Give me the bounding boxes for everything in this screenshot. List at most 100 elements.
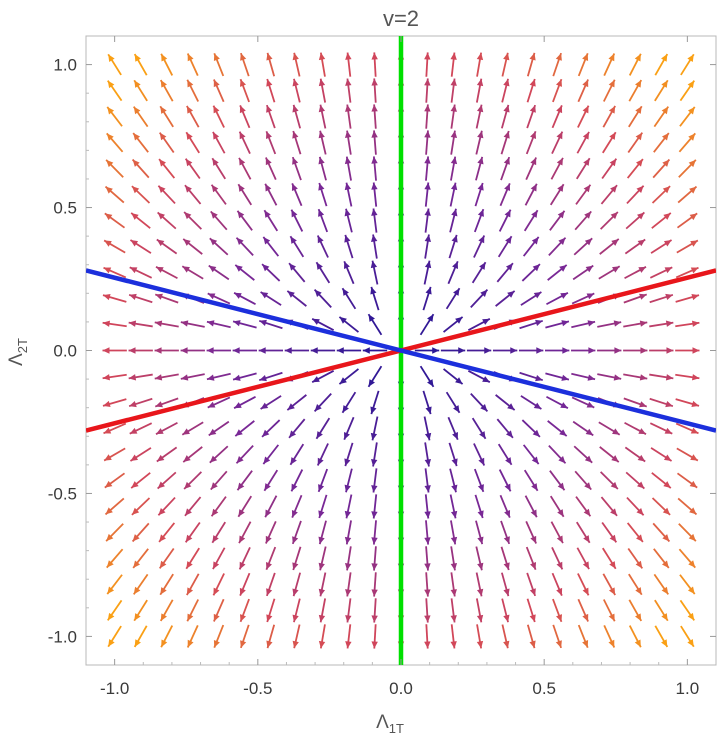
stream-arrowhead: [207, 401, 216, 408]
stream-arrowhead: [477, 130, 484, 139]
stream-arrowhead: [531, 236, 539, 245]
stream-arrowhead: [210, 211, 218, 219]
stream-arrowhead: [211, 508, 219, 517]
stream-arrowhead: [561, 320, 569, 327]
x-tick-label: 0.5: [532, 679, 556, 698]
stream-arrowhead: [688, 560, 696, 568]
stream-arrowhead: [370, 406, 377, 415]
stream-arrowhead: [505, 457, 512, 465]
stream-arrowhead: [661, 133, 669, 141]
stream-arrowhead: [131, 212, 139, 220]
stream-arrowhead: [529, 105, 536, 113]
stream-arrowhead: [336, 347, 344, 354]
stream-arrowhead: [371, 182, 378, 190]
stream-arrowhead: [318, 484, 325, 492]
stream-arrowhead: [556, 157, 563, 166]
x-tick-label: 1.0: [676, 679, 700, 698]
stream-arrowhead: [585, 428, 594, 436]
stream-arrowhead: [371, 234, 378, 242]
stream-arrowhead: [687, 612, 695, 621]
stream-arrowhead: [258, 347, 266, 354]
stream-arrowhead: [262, 429, 270, 437]
stream-arrowhead: [238, 184, 245, 192]
stream-arrowhead: [639, 401, 647, 408]
stream-arrowhead: [427, 314, 434, 322]
stream-arrowhead: [240, 614, 247, 622]
stream-arrowhead: [371, 615, 378, 623]
stream-arrowhead: [292, 562, 299, 571]
stream-arrowhead: [583, 158, 590, 166]
stream-arrowhead: [371, 156, 378, 164]
stream-arrowhead: [661, 106, 669, 115]
stream-arrowhead: [636, 508, 644, 516]
stream-arrowhead: [582, 639, 589, 648]
stream-arrowhead: [344, 234, 351, 243]
stream-arrowhead: [635, 613, 642, 621]
stream-arrowhead: [424, 104, 431, 112]
stream-arrowhead: [503, 588, 510, 597]
stream-arrowhead: [160, 106, 167, 114]
stream-arrowhead: [212, 158, 219, 166]
stream-arrowhead: [427, 379, 434, 387]
stream-arrowhead: [635, 80, 642, 88]
stream-arrowhead: [180, 347, 188, 354]
stream-arrowhead: [636, 534, 643, 542]
stream-arrowhead: [687, 106, 695, 115]
stream-arrowhead: [345, 641, 352, 649]
stream-arrowhead: [260, 291, 269, 299]
stream-arrowhead: [158, 185, 166, 193]
stream-arrowhead: [371, 130, 378, 138]
stream-arrowhead: [318, 588, 325, 597]
stream-arrowhead: [208, 428, 217, 436]
stream-arrowhead: [691, 294, 700, 301]
stream-arrowhead: [318, 209, 325, 217]
stream-arrowhead: [477, 209, 484, 217]
stream-arrowhead: [240, 79, 247, 87]
stream-arrowhead: [235, 264, 243, 272]
stream-arrowhead: [371, 208, 378, 216]
stream-arrowhead: [662, 186, 671, 194]
stream-arrowhead: [266, 614, 273, 622]
stream-arrowhead: [239, 131, 246, 140]
stream-arrowhead: [480, 404, 488, 412]
y-tick-label: 1.0: [53, 56, 77, 75]
x-axis-ticks: -1.0 -0.5 0.0 0.5 1.0: [100, 36, 699, 698]
reference-lines: [86, 36, 716, 665]
stream-arrowhead: [530, 183, 537, 192]
stream-arrowhead: [582, 613, 589, 622]
stream-arrowhead: [503, 614, 510, 623]
stream-arrowhead: [344, 510, 352, 519]
y-tick-label: 0.5: [53, 199, 77, 218]
stream-arrowhead: [344, 458, 351, 467]
stream-arrowhead: [344, 130, 352, 138]
stream-arrowhead: [588, 347, 596, 354]
stream-arrowhead: [157, 212, 165, 220]
stream-arrowhead: [559, 264, 567, 272]
stream-arrowhead: [665, 293, 673, 300]
stream-arrowhead: [455, 316, 463, 324]
stream-arrowhead: [582, 105, 589, 114]
stream-arrowhead: [661, 613, 668, 621]
stream-arrowhead: [608, 105, 616, 114]
stream-arrowhead: [450, 589, 457, 597]
stream-arrowhead: [608, 639, 615, 648]
stream-arrowhead: [450, 510, 458, 519]
stream-arrowhead: [292, 52, 299, 61]
stream-arrowhead: [585, 265, 594, 273]
stream-arrowhead: [533, 291, 542, 299]
stream-arrowhead: [687, 639, 694, 647]
stream-arrowhead: [239, 157, 246, 166]
stream-arrowhead: [264, 483, 271, 491]
stream-arrowhead: [260, 402, 269, 410]
stream-arrowhead: [665, 320, 674, 327]
stream-arrowhead: [556, 587, 563, 596]
stream-arrowhead: [689, 480, 698, 488]
x-tick-label: -0.5: [243, 679, 272, 698]
stream-arrowhead: [611, 455, 619, 463]
stream-arrows: [102, 52, 700, 649]
stream-arrowhead: [479, 262, 486, 270]
stream-arrowhead: [424, 537, 431, 545]
stream-arrowhead: [263, 456, 271, 465]
stream-arrowhead: [159, 159, 166, 167]
stream-arrowhead: [102, 294, 111, 301]
